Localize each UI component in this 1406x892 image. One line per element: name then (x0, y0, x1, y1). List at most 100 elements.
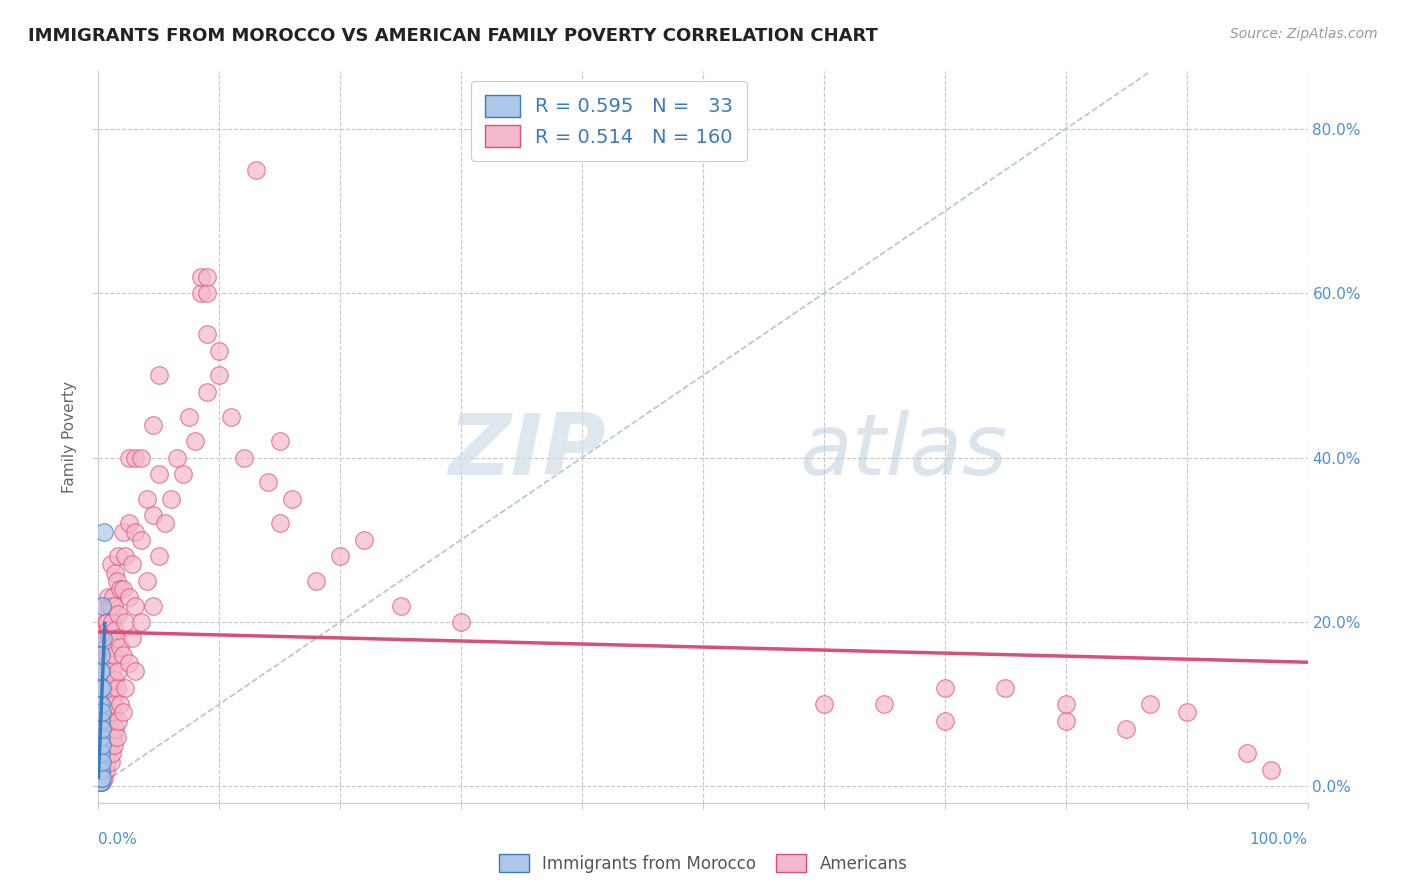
Point (142, 599, 165, 613)
Point (94, 747, 117, 761)
Point (160, 491, 183, 506)
Text: 100.0%: 100.0% (1250, 832, 1308, 847)
Point (118, 591, 141, 605)
Point (90, 771, 112, 785)
Point (91, 648, 114, 662)
Point (93, 730, 115, 744)
Point (94, 763, 117, 777)
Point (91, 730, 114, 744)
Point (129, 533, 152, 547)
Point (98, 599, 121, 613)
Point (1175, 706, 1198, 720)
Point (104, 673, 127, 687)
Point (129, 450, 152, 465)
Point (89, 755, 111, 769)
Point (90, 681, 112, 695)
Point (101, 689, 124, 703)
Point (90, 730, 112, 744)
Point (89, 706, 111, 720)
Point (96, 730, 118, 744)
Point (89, 763, 111, 777)
Point (96, 681, 118, 695)
Point (221, 409, 243, 424)
Point (97, 689, 120, 703)
Point (91, 681, 114, 695)
Point (148, 368, 170, 383)
Point (90, 747, 112, 761)
Point (389, 599, 412, 613)
Point (89, 747, 111, 761)
Point (90, 775, 112, 789)
Point (93, 771, 115, 785)
Point (1054, 714, 1077, 728)
Point (94, 640, 117, 654)
Point (89, 763, 111, 777)
Point (91, 706, 114, 720)
Point (994, 681, 1017, 695)
Point (148, 549, 170, 564)
Point (108, 640, 131, 654)
Point (118, 516, 141, 531)
Point (89, 771, 111, 785)
Point (873, 697, 896, 711)
Point (108, 582, 131, 596)
Point (104, 566, 127, 580)
Point (114, 549, 136, 564)
Point (94, 615, 117, 629)
Point (98, 739, 121, 753)
Point (98, 706, 121, 720)
Text: Source: ZipAtlas.com: Source: ZipAtlas.com (1230, 27, 1378, 41)
Point (245, 163, 267, 178)
Point (101, 640, 124, 654)
Point (100, 599, 122, 613)
Point (91, 632, 114, 646)
Point (100, 558, 122, 572)
Point (90, 648, 112, 662)
Point (89, 775, 111, 789)
Point (90, 763, 112, 777)
Point (100, 681, 122, 695)
Point (118, 450, 141, 465)
Point (184, 434, 207, 449)
Point (269, 516, 291, 531)
Point (91, 697, 114, 711)
Point (166, 450, 188, 465)
Point (91, 599, 114, 613)
Point (105, 730, 128, 744)
Point (90, 771, 112, 785)
Point (111, 648, 134, 662)
Point (124, 450, 146, 465)
Point (93, 673, 115, 687)
Point (96, 615, 118, 629)
Point (90, 697, 112, 711)
Point (101, 730, 124, 744)
Point (934, 714, 956, 728)
Point (1054, 697, 1077, 711)
Point (105, 574, 128, 588)
Point (135, 491, 157, 506)
Point (104, 722, 127, 736)
Point (94, 673, 117, 687)
Point (91, 739, 114, 753)
Point (97, 591, 120, 605)
Point (91, 665, 114, 679)
Point (100, 665, 122, 679)
Point (89, 697, 111, 711)
Point (90, 763, 112, 777)
Point (114, 681, 136, 695)
Point (89, 706, 111, 720)
Point (89, 775, 111, 789)
Point (93, 689, 115, 703)
Point (256, 475, 278, 490)
Point (121, 632, 143, 646)
Text: 0.0%: 0.0% (98, 832, 138, 847)
Point (93, 714, 115, 728)
Point (190, 269, 212, 284)
Text: ZIP: ZIP (449, 410, 606, 493)
Point (269, 434, 291, 449)
Point (91, 648, 114, 662)
Point (89, 722, 111, 736)
Point (91, 722, 114, 736)
Point (97, 656, 120, 670)
Point (105, 681, 128, 695)
